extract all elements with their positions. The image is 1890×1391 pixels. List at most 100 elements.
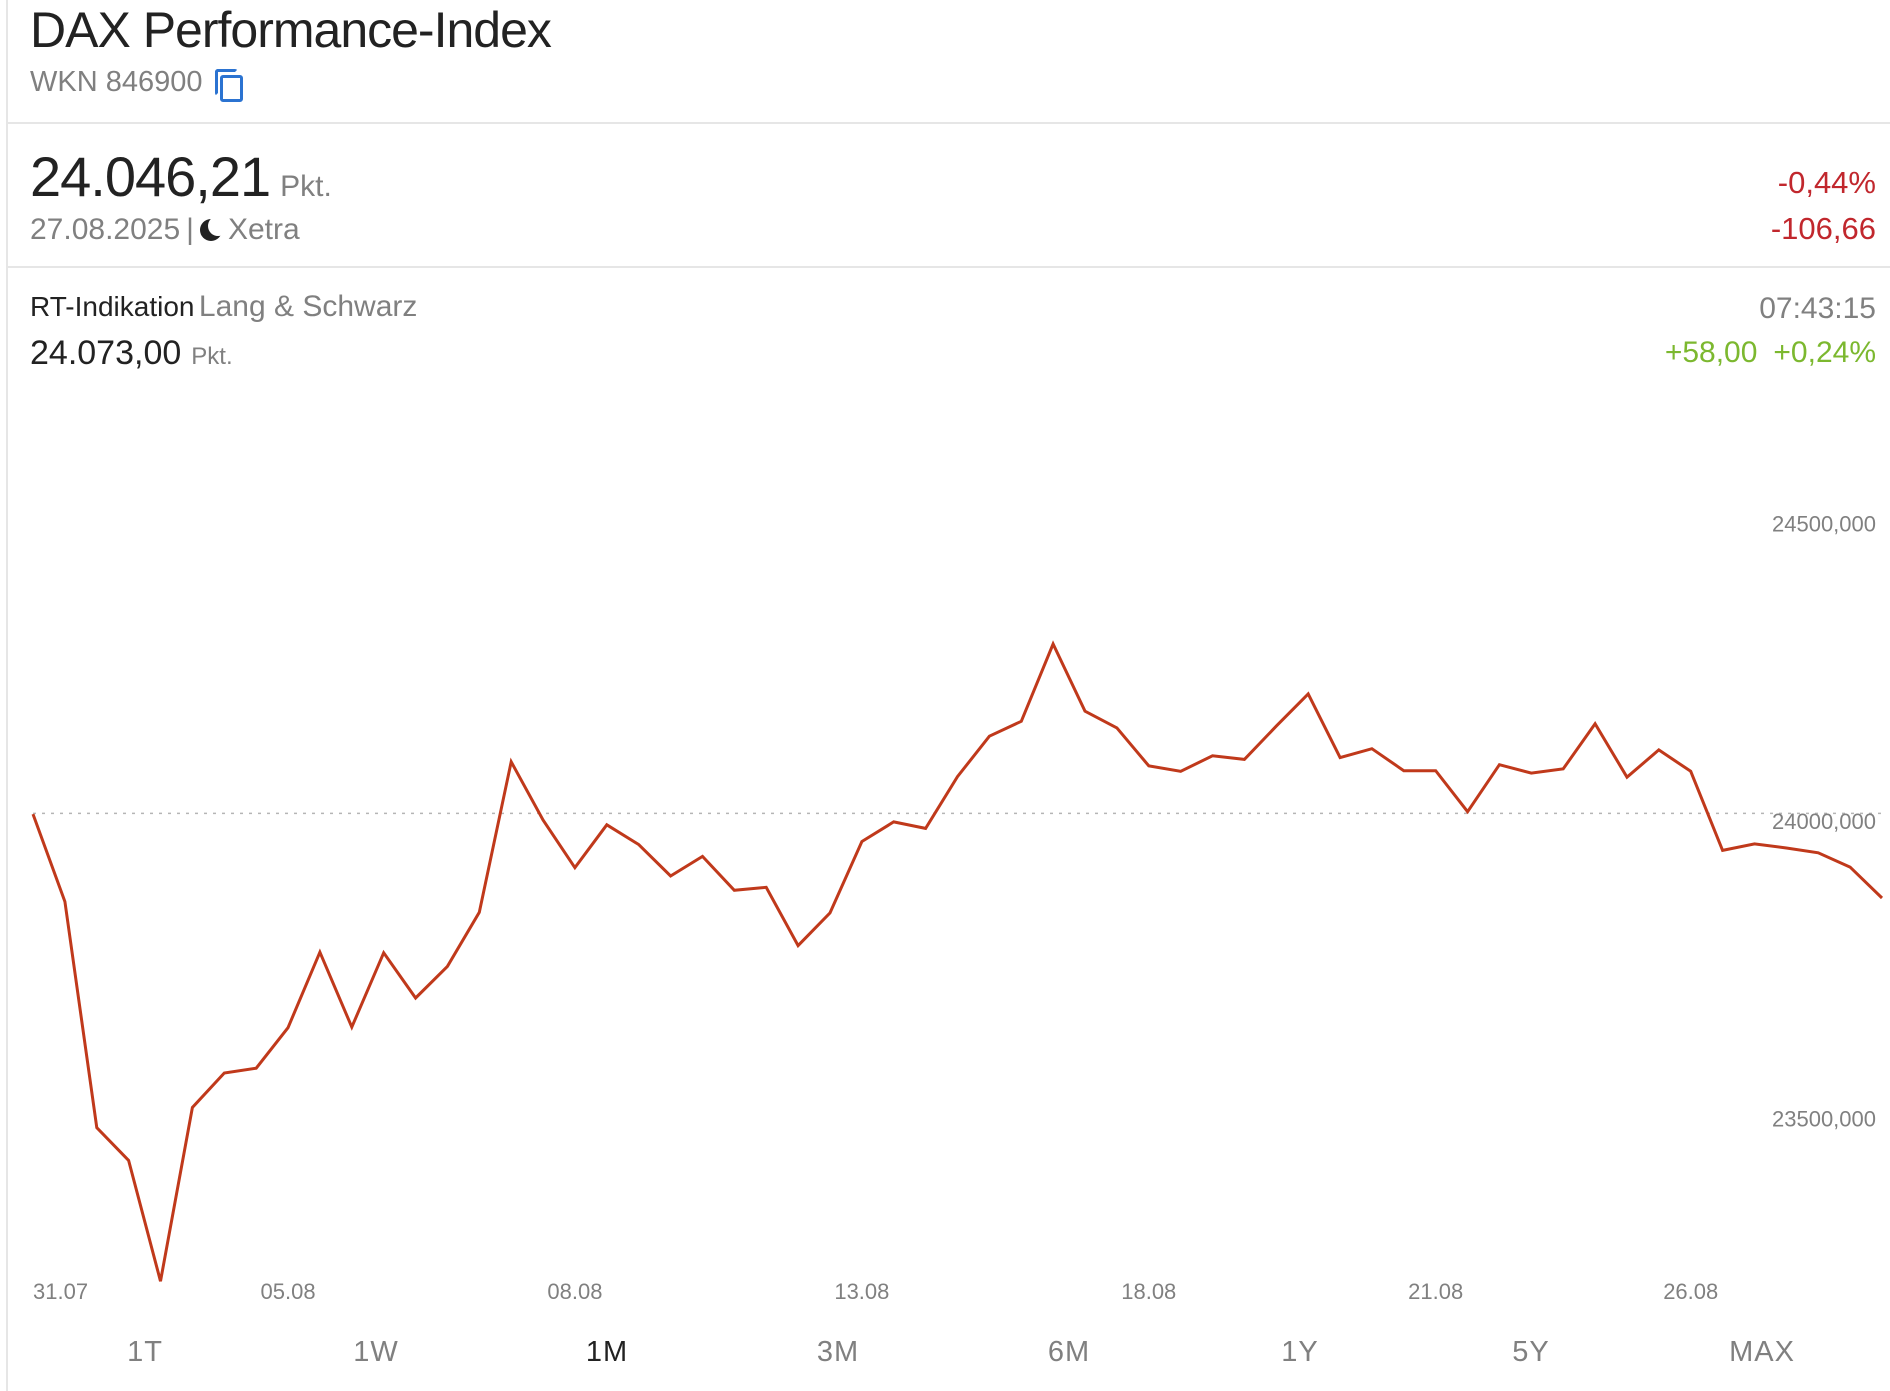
last-price: 24.046,21 bbox=[30, 145, 271, 208]
data-point bbox=[1115, 726, 1119, 730]
range-button-1w[interactable]: 1W bbox=[353, 1336, 399, 1368]
instrument-header: DAX Performance-Index WKN 846900 bbox=[30, 0, 552, 102]
data-point bbox=[414, 996, 418, 1000]
price-unit: Pkt. bbox=[280, 170, 332, 203]
data-point bbox=[445, 964, 449, 968]
data-point bbox=[1051, 642, 1055, 646]
data-point bbox=[1147, 764, 1151, 768]
data-point bbox=[1338, 756, 1342, 760]
data-point bbox=[987, 734, 991, 738]
range-button-1t[interactable]: 1T bbox=[127, 1336, 163, 1368]
quote-panel bbox=[6, 0, 1890, 1391]
data-point bbox=[1752, 842, 1756, 846]
change-percent: -0,44% bbox=[1777, 165, 1876, 200]
realtime-source: Lang & Schwarz bbox=[198, 290, 418, 323]
wkn-label: WKN 846900 bbox=[30, 66, 203, 98]
x-tick-label: 31.07 bbox=[33, 1279, 88, 1304]
data-point bbox=[1529, 771, 1533, 775]
realtime-change: +58,00 +0,24% bbox=[1665, 336, 1876, 370]
range-button-6m[interactable]: 6M bbox=[1047, 1336, 1091, 1368]
data-point bbox=[1306, 692, 1310, 696]
data-point bbox=[541, 818, 545, 822]
data-point bbox=[956, 775, 960, 779]
data-point bbox=[1848, 865, 1852, 869]
range-button-1m[interactable]: 1M bbox=[585, 1336, 629, 1368]
x-tick-label: 05.08 bbox=[261, 1279, 316, 1304]
x-tick-label: 21.08 bbox=[1408, 1279, 1463, 1304]
y-tick-label: 24500,000 bbox=[1772, 511, 1876, 536]
quote-meta: 27.08.2025 | Xetra bbox=[30, 213, 332, 247]
realtime-status: 07:43:15 +58,00 +0,24% bbox=[1665, 292, 1876, 370]
moon-icon bbox=[199, 216, 228, 241]
data-point bbox=[892, 820, 896, 824]
quote-price-block: 24.046,21 Pkt. 27.08.2025 | Xetra bbox=[30, 144, 332, 247]
x-tick-label: 13.08 bbox=[834, 1279, 889, 1304]
y-tick-label: 23500,000 bbox=[1772, 1106, 1876, 1131]
data-point bbox=[222, 1071, 226, 1075]
data-point bbox=[95, 1126, 99, 1130]
quote-change-block: -0,44% -106,66 bbox=[1771, 160, 1876, 252]
change-absolute: -106,66 bbox=[1770, 211, 1876, 246]
data-point bbox=[350, 1025, 354, 1029]
data-point bbox=[254, 1066, 258, 1070]
quote-date: 27.08.2025 bbox=[30, 213, 181, 246]
data-point bbox=[1274, 724, 1278, 728]
data-point bbox=[573, 866, 577, 870]
realtime-label: RT-Indikation bbox=[30, 291, 195, 322]
data-point bbox=[1561, 767, 1565, 771]
instrument-title: DAX Performance-Index bbox=[30, 2, 552, 58]
data-point bbox=[1402, 769, 1406, 773]
data-point bbox=[286, 1026, 290, 1030]
range-button-3m[interactable]: 3M bbox=[816, 1336, 860, 1368]
data-point bbox=[127, 1158, 131, 1162]
data-point bbox=[1625, 775, 1629, 779]
data-point bbox=[1784, 846, 1788, 850]
data-point bbox=[1434, 769, 1438, 773]
data-point bbox=[63, 900, 67, 904]
data-point bbox=[1880, 896, 1884, 900]
data-point bbox=[764, 885, 768, 889]
data-point bbox=[1689, 769, 1693, 773]
divider-top bbox=[6, 122, 1890, 124]
realtime-unit: Pkt. bbox=[191, 343, 233, 370]
realtime-change-percent: +0,24% bbox=[1773, 336, 1876, 369]
range-button-max[interactable]: MAX bbox=[1729, 1336, 1795, 1368]
realtime-time: 07:43:15 bbox=[1759, 292, 1876, 325]
data-point bbox=[1657, 748, 1661, 752]
data-point bbox=[637, 842, 641, 846]
x-tick-label: 26.08 bbox=[1663, 1279, 1718, 1304]
data-point bbox=[1816, 851, 1820, 855]
quote-separator: | bbox=[186, 213, 194, 246]
data-point bbox=[605, 823, 609, 827]
data-point bbox=[860, 839, 864, 843]
price-chart[interactable]: 23500,000 24000,000 24500,000 31.07 05.08 08.… bbox=[0, 440, 1890, 1320]
data-point bbox=[732, 888, 736, 892]
data-point bbox=[1497, 763, 1501, 767]
data-point bbox=[318, 950, 322, 954]
data-point bbox=[1466, 810, 1470, 814]
range-button-5y[interactable]: 5Y bbox=[1512, 1336, 1550, 1368]
copy-icon[interactable] bbox=[214, 68, 243, 102]
data-point bbox=[1211, 754, 1215, 758]
divider-middle bbox=[6, 266, 1890, 268]
data-point bbox=[1019, 719, 1023, 723]
range-button-1y[interactable]: 1Y bbox=[1281, 1336, 1319, 1368]
data-point bbox=[1593, 722, 1597, 726]
realtime-change-absolute: +58,00 bbox=[1664, 336, 1758, 369]
data-point bbox=[1179, 769, 1183, 773]
data-point bbox=[828, 911, 832, 915]
data-point bbox=[31, 812, 35, 816]
realtime-block: RT-Indikation Lang & Schwarz 24.073,00 P… bbox=[30, 290, 417, 373]
y-tick-label: 24000,000 bbox=[1772, 809, 1876, 834]
data-point bbox=[509, 760, 513, 764]
data-point bbox=[1721, 848, 1725, 852]
data-point bbox=[159, 1279, 163, 1283]
exchange-name: Xetra bbox=[227, 213, 300, 246]
data-point bbox=[669, 874, 673, 878]
data-point bbox=[477, 910, 481, 914]
wkn-row: WKN 846900 bbox=[30, 66, 551, 102]
realtime-price: 24.073,00 bbox=[30, 334, 182, 372]
data-point bbox=[700, 854, 704, 858]
price-line bbox=[31, 640, 1884, 1282]
data-point bbox=[796, 944, 800, 948]
